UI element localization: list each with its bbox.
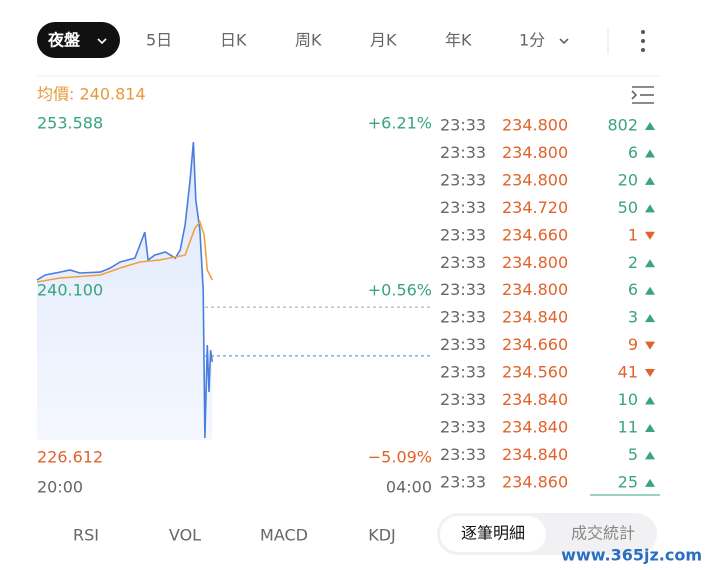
trade-price: 234.800 [502,253,568,272]
y-tick-label: 240.100 [37,281,103,300]
change-label: −5.09% [368,448,432,467]
y-tick-label: 226.612 [37,448,103,467]
trade-volume: 41 [618,363,638,382]
selected-tab-pill[interactable] [37,22,120,58]
avg-price: 均價: 240.814 [37,85,146,104]
trade-arrow [645,314,655,323]
trade-price: 234.720 [502,198,568,217]
indicator-tab[interactable]: RSI [73,526,99,545]
trade-time: 23:33 [440,363,486,382]
trade-volume: 3 [628,308,638,327]
trade-volume: 25 [618,472,638,491]
trade-price: 234.840 [502,308,568,327]
trade-time: 23:33 [440,390,486,409]
indicator-tab[interactable]: KDJ [368,526,396,545]
trade-volume: 9 [628,335,638,354]
tab[interactable]: 月K [370,31,397,50]
trade-arrow [645,259,655,268]
trade-volume: 2 [628,253,638,272]
trade-time: 23:33 [440,170,486,189]
price-area [37,142,213,440]
x-tick-label: 20:00 [37,478,83,497]
trade-price: 234.660 [502,335,568,354]
trade-time: 23:33 [440,280,486,299]
trade-arrow [645,423,655,432]
trade-arrow [645,286,655,295]
tab[interactable]: 5日 [146,31,172,50]
trade-price: 234.840 [502,390,568,409]
indicator-tab[interactable]: MACD [260,526,308,545]
trade-arrow [645,341,655,350]
trade-price: 234.560 [502,363,568,382]
trade-volume: 6 [628,143,638,162]
x-tick-label: 04:00 [386,478,432,497]
trade-arrow [645,149,655,158]
trade-volume: 5 [628,445,638,464]
trade-volume: 1 [628,225,638,244]
site-watermark: www.365jz.com [561,546,702,565]
trade-price: 234.800 [502,280,568,299]
trade-price: 234.800 [502,170,568,189]
more-icon[interactable] [641,30,645,52]
trade-arrow [645,451,655,460]
trade-arrow [645,478,655,487]
trade-arrow [645,369,655,378]
trade-volume: 20 [618,170,638,189]
trade-time: 23:33 [440,143,486,162]
trade-time: 23:33 [440,308,486,327]
trade-volume: 11 [618,417,638,436]
trade-price: 234.800 [502,116,568,135]
trade-time: 23:33 [440,225,486,244]
trade-time: 23:33 [440,116,486,135]
trade-volume: 10 [618,390,638,409]
trade-time: 23:33 [440,335,486,354]
trade-price: 234.840 [502,445,568,464]
indicator-tab[interactable]: VOL [169,526,201,545]
trade-arrow [645,231,655,240]
view-tab[interactable]: 成交統計 [571,524,635,543]
trade-arrow [645,204,655,213]
trade-volume: 802 [607,116,638,135]
view-pill [440,516,546,552]
selected-tab[interactable]: 夜盤 [47,31,81,50]
chevron [97,38,107,45]
change-label: +6.21% [368,114,432,133]
trade-price: 234.840 [502,417,568,436]
trade-arrow [645,122,655,130]
trade-price: 234.800 [502,143,568,162]
price-line [36,220,214,283]
y-tick-label: 253.588 [37,114,103,133]
view-tab[interactable]: 逐筆明細 [461,524,525,543]
trade-arrow [645,396,655,405]
trade-time: 23:33 [440,445,486,464]
chevron [559,38,569,45]
trade-price: 234.660 [502,225,568,244]
change-label: +0.56% [368,281,432,300]
trade-volume: 6 [628,280,638,299]
trade-time: 23:33 [440,253,486,272]
trade-volume: 50 [618,198,638,217]
tab[interactable]: 1分 [519,31,545,50]
trade-time: 23:33 [440,198,486,217]
list-icon[interactable] [631,86,654,104]
trade-price: 234.860 [502,472,568,491]
trade-time: 23:33 [440,417,486,436]
tab[interactable]: 年K [445,31,472,50]
price-line [36,142,214,439]
tab[interactable]: 日K [220,31,247,50]
trade-arrow [645,176,655,185]
tab[interactable]: 周K [295,31,322,50]
trade-time: 23:33 [440,472,486,491]
